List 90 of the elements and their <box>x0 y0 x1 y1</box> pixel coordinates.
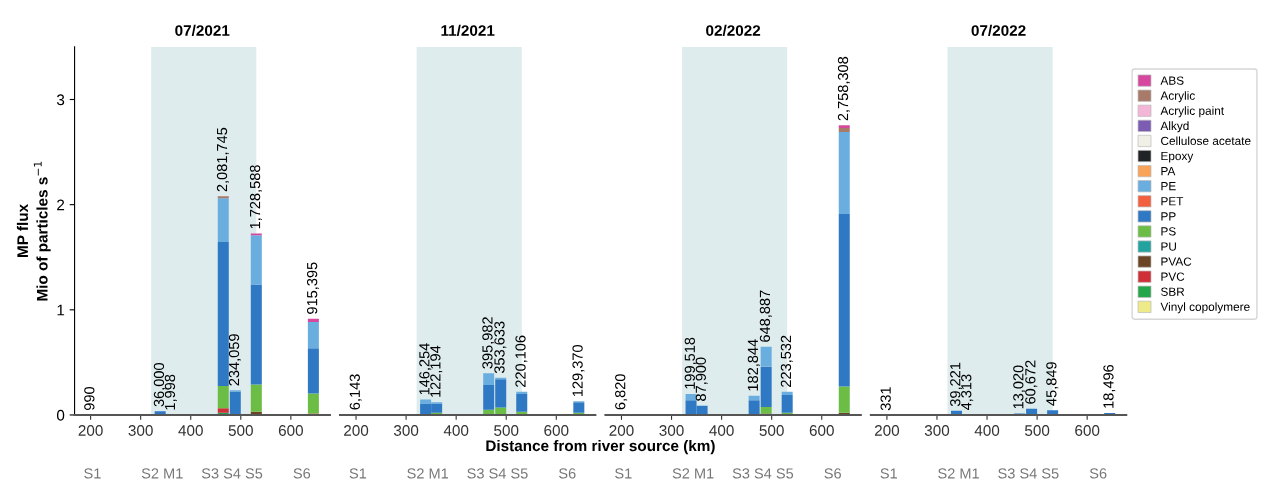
annotation: 1,998 <box>164 374 177 410</box>
annotation: 6,820 <box>615 374 628 410</box>
annotation: 122,194 <box>430 345 443 397</box>
y-tick-label: 1 <box>57 304 65 316</box>
text: S6 <box>1089 468 1107 479</box>
annotation: 6,143 <box>349 374 362 410</box>
text: S2 M1 <box>672 468 714 479</box>
annotation: 220,106 <box>515 335 528 387</box>
text: S2 M1 <box>407 468 449 479</box>
annotation: 87,900 <box>695 357 708 401</box>
annotation: 36,000 <box>153 362 166 407</box>
legend-label: PET <box>1161 197 1184 206</box>
x-tick-label: 200 <box>344 425 369 436</box>
x-tick-label: 200 <box>609 425 634 436</box>
text: S1 <box>615 468 632 479</box>
text: S2 M1 <box>938 468 979 479</box>
annotation: 2,081,745 <box>216 127 229 192</box>
x-tick-label: 400 <box>974 425 1000 436</box>
x-tick-label: 400 <box>709 425 734 436</box>
annotation: 199,518 <box>684 337 697 389</box>
y-tick-label: 3 <box>56 94 65 106</box>
text: S6 <box>824 468 841 479</box>
x-tick-label: 600 <box>544 425 569 436</box>
annotation: 1,728,588 <box>249 165 262 229</box>
legend-label: PU <box>1161 242 1176 251</box>
chart-title: 07/2021 <box>175 24 230 37</box>
legend-label: PA <box>1161 167 1176 176</box>
annotation: 990 <box>84 386 95 410</box>
legend-label: PP <box>1161 212 1176 221</box>
annotation: 223,532 <box>780 335 793 387</box>
annotation: 60,672 <box>1025 360 1038 404</box>
x-tick-label: 400 <box>443 425 469 436</box>
annotation: 648,887 <box>759 290 772 342</box>
x-tick-label: 300 <box>924 425 950 436</box>
text: S3 S4 S5 <box>998 468 1059 479</box>
annotation: 129,370 <box>572 344 585 397</box>
legend-label: SBR <box>1161 287 1185 296</box>
x-tick-label: 300 <box>128 425 153 436</box>
chart-title: 02/2022 <box>706 24 761 37</box>
y-tick-label: 2 <box>57 199 65 211</box>
x-tick-label: 600 <box>1075 425 1100 436</box>
legend-label: PVAC <box>1161 257 1192 266</box>
text: S3 S4 S5 <box>201 468 263 479</box>
x-tick-label: 400 <box>178 425 203 436</box>
annotation: 395,982 <box>482 317 495 369</box>
legend-label: Alkyd <box>1160 121 1189 133</box>
x-tick-label: 500 <box>228 425 253 436</box>
legend-label: PVC <box>1161 272 1185 281</box>
legend-label: Acrylic <box>1160 91 1195 103</box>
legend-label: Cellulose acetate <box>1161 136 1251 146</box>
text: S6 <box>293 468 311 479</box>
x-tick-label: 600 <box>278 425 303 436</box>
text: S1 <box>349 468 367 479</box>
x-tick-label: 500 <box>759 425 784 436</box>
text: S1 <box>880 468 897 479</box>
legend-label: Vinyl copolymere <box>1160 302 1250 314</box>
y-tick-label: 0 <box>56 409 65 421</box>
x-axis-title: Distance from river source (km) <box>486 439 715 455</box>
text: S2 M1 <box>141 468 183 479</box>
x-tick-label: 600 <box>809 425 834 436</box>
legend-label: Epoxy <box>1161 151 1194 163</box>
text: S6 <box>559 468 576 479</box>
annotation: 182,844 <box>747 339 760 391</box>
annotation: 4,313 <box>961 374 974 411</box>
annotation: 13,020 <box>1013 365 1026 409</box>
legend-label: ABS <box>1160 76 1184 85</box>
chart-title: 11/2021 <box>441 24 495 37</box>
x-tick-label: 200 <box>78 425 103 436</box>
legend-label: PE <box>1161 182 1176 191</box>
annotation: 39,221 <box>950 362 963 407</box>
x-tick-label: 500 <box>494 425 519 436</box>
legend-label: PS <box>1161 227 1176 236</box>
annotation: 331 <box>880 387 891 411</box>
annotation: 2,758,308 <box>837 56 850 121</box>
x-tick-label: 300 <box>659 425 684 436</box>
annotation: 146,254 <box>419 343 432 395</box>
annotation: 18,496 <box>1103 364 1116 408</box>
annotation: 353,633 <box>494 321 507 374</box>
x-tick-label: 200 <box>874 425 900 436</box>
text: S1 <box>84 468 101 479</box>
chart-title: 07/2022 <box>971 24 1026 37</box>
x-tick-label: 300 <box>393 425 419 436</box>
text: S3 S4 S5 <box>732 468 794 479</box>
legend-label: Acrylic paint <box>1160 106 1225 118</box>
text: S3 S4 S5 <box>467 468 528 479</box>
annotation: 234,059 <box>228 334 241 386</box>
annotation: 45,849 <box>1046 362 1059 406</box>
annotation: 915,395 <box>306 262 320 314</box>
y-axis-title: MP flux Mio of particles s$^{−1}$ <box>16 161 51 301</box>
x-tick-label: 500 <box>1024 425 1050 436</box>
